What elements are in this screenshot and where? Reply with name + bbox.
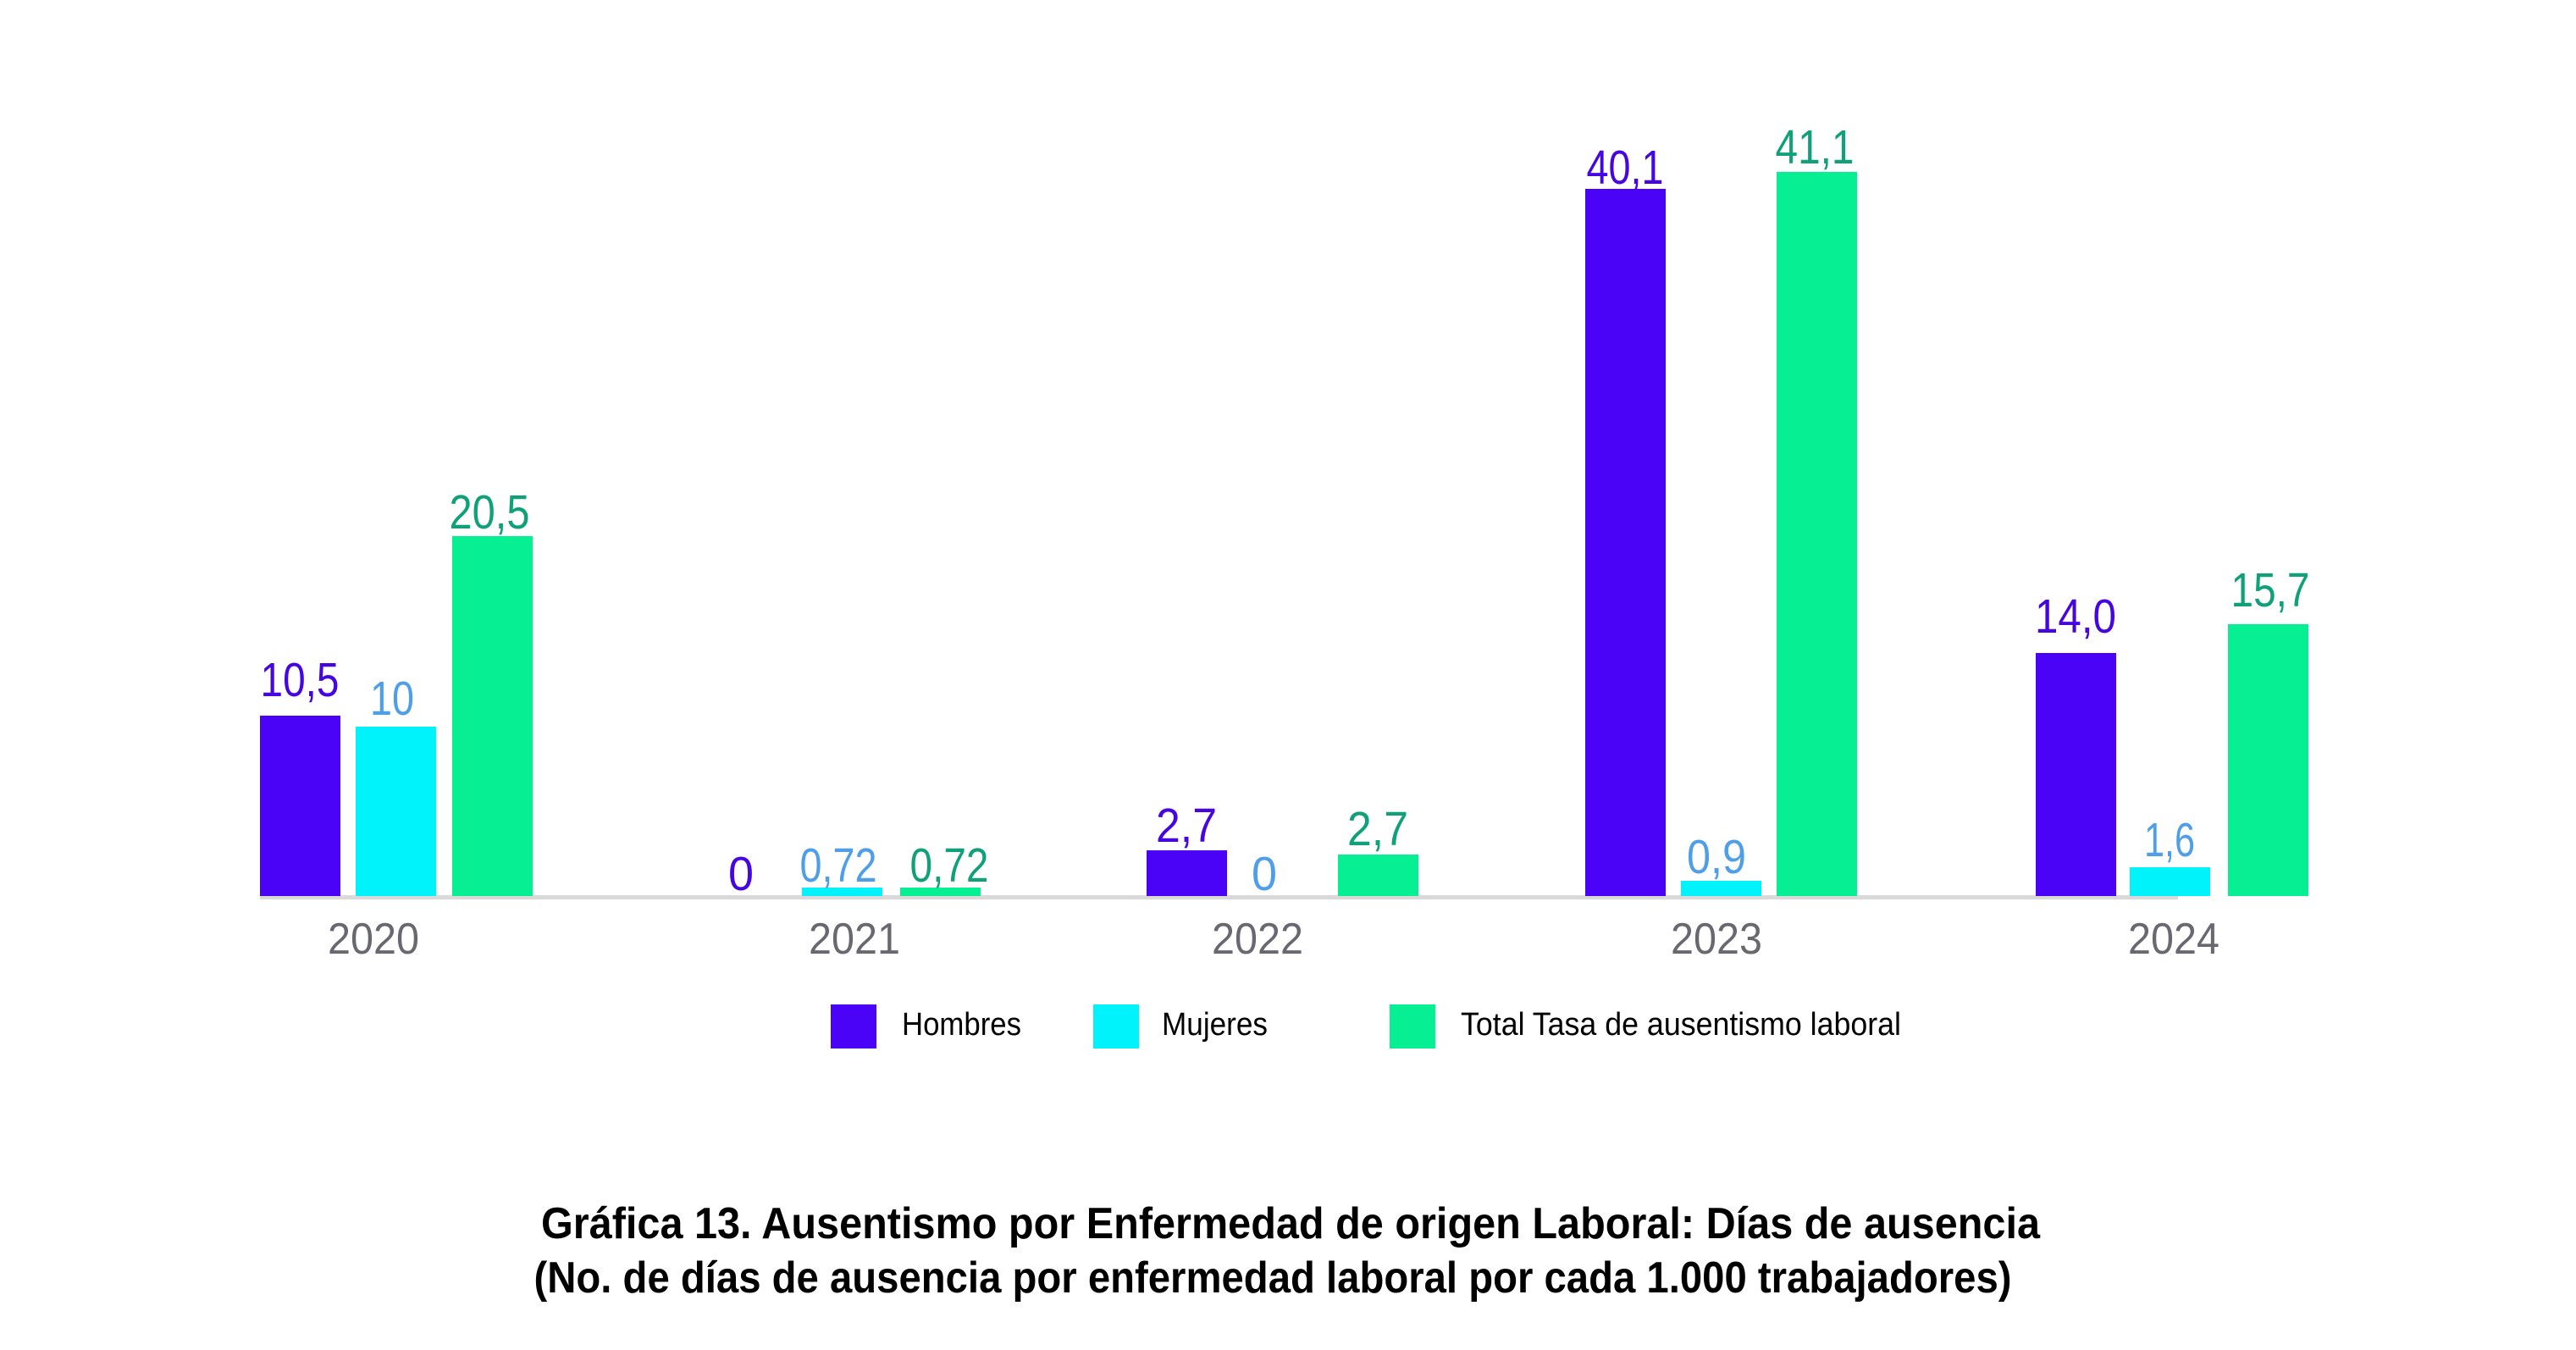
svg-text:0,72: 0,72 xyxy=(800,838,877,893)
svg-text:0,9: 0,9 xyxy=(1687,830,1746,884)
svg-text:41,1: 41,1 xyxy=(1776,120,1855,174)
svg-text:0: 0 xyxy=(728,847,754,901)
svg-text:2,7: 2,7 xyxy=(1347,802,1408,856)
svg-text:2024: 2024 xyxy=(2128,915,2219,964)
svg-text:10: 10 xyxy=(370,672,414,726)
svg-text:20,5: 20,5 xyxy=(450,485,530,539)
svg-text:(No. de días de ausencia por e: (No. de días de ausencia por enfermedad … xyxy=(534,1253,2012,1303)
svg-text:Total Tasa de ausentismo labor: Total Tasa de ausentismo laboral xyxy=(1461,1007,1901,1043)
svg-text:2023: 2023 xyxy=(1671,915,1762,964)
svg-text:2,7: 2,7 xyxy=(1156,799,1217,853)
svg-text:2020: 2020 xyxy=(328,915,419,964)
svg-text:Mujeres: Mujeres xyxy=(1162,1007,1268,1043)
svg-text:Hombres: Hombres xyxy=(902,1007,1021,1043)
svg-text:1,6: 1,6 xyxy=(2144,813,2195,867)
svg-text:14,0: 14,0 xyxy=(2035,589,2116,644)
svg-text:0: 0 xyxy=(1252,847,1277,901)
svg-text:0,72: 0,72 xyxy=(910,838,989,893)
svg-text:2022: 2022 xyxy=(1212,915,1303,964)
svg-text:Gráfica 13. Ausentismo por Enf: Gráfica 13. Ausentismo por Enfermedad de… xyxy=(541,1199,2041,1248)
svg-text:10,5: 10,5 xyxy=(261,653,340,707)
svg-text:15,7: 15,7 xyxy=(2231,563,2310,617)
svg-text:40,1: 40,1 xyxy=(1587,141,1664,195)
svg-text:2021: 2021 xyxy=(809,915,900,964)
